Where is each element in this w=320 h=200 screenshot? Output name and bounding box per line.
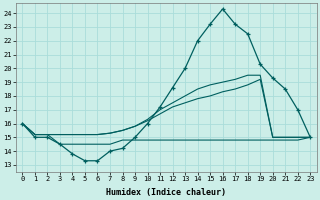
- X-axis label: Humidex (Indice chaleur): Humidex (Indice chaleur): [106, 188, 226, 197]
